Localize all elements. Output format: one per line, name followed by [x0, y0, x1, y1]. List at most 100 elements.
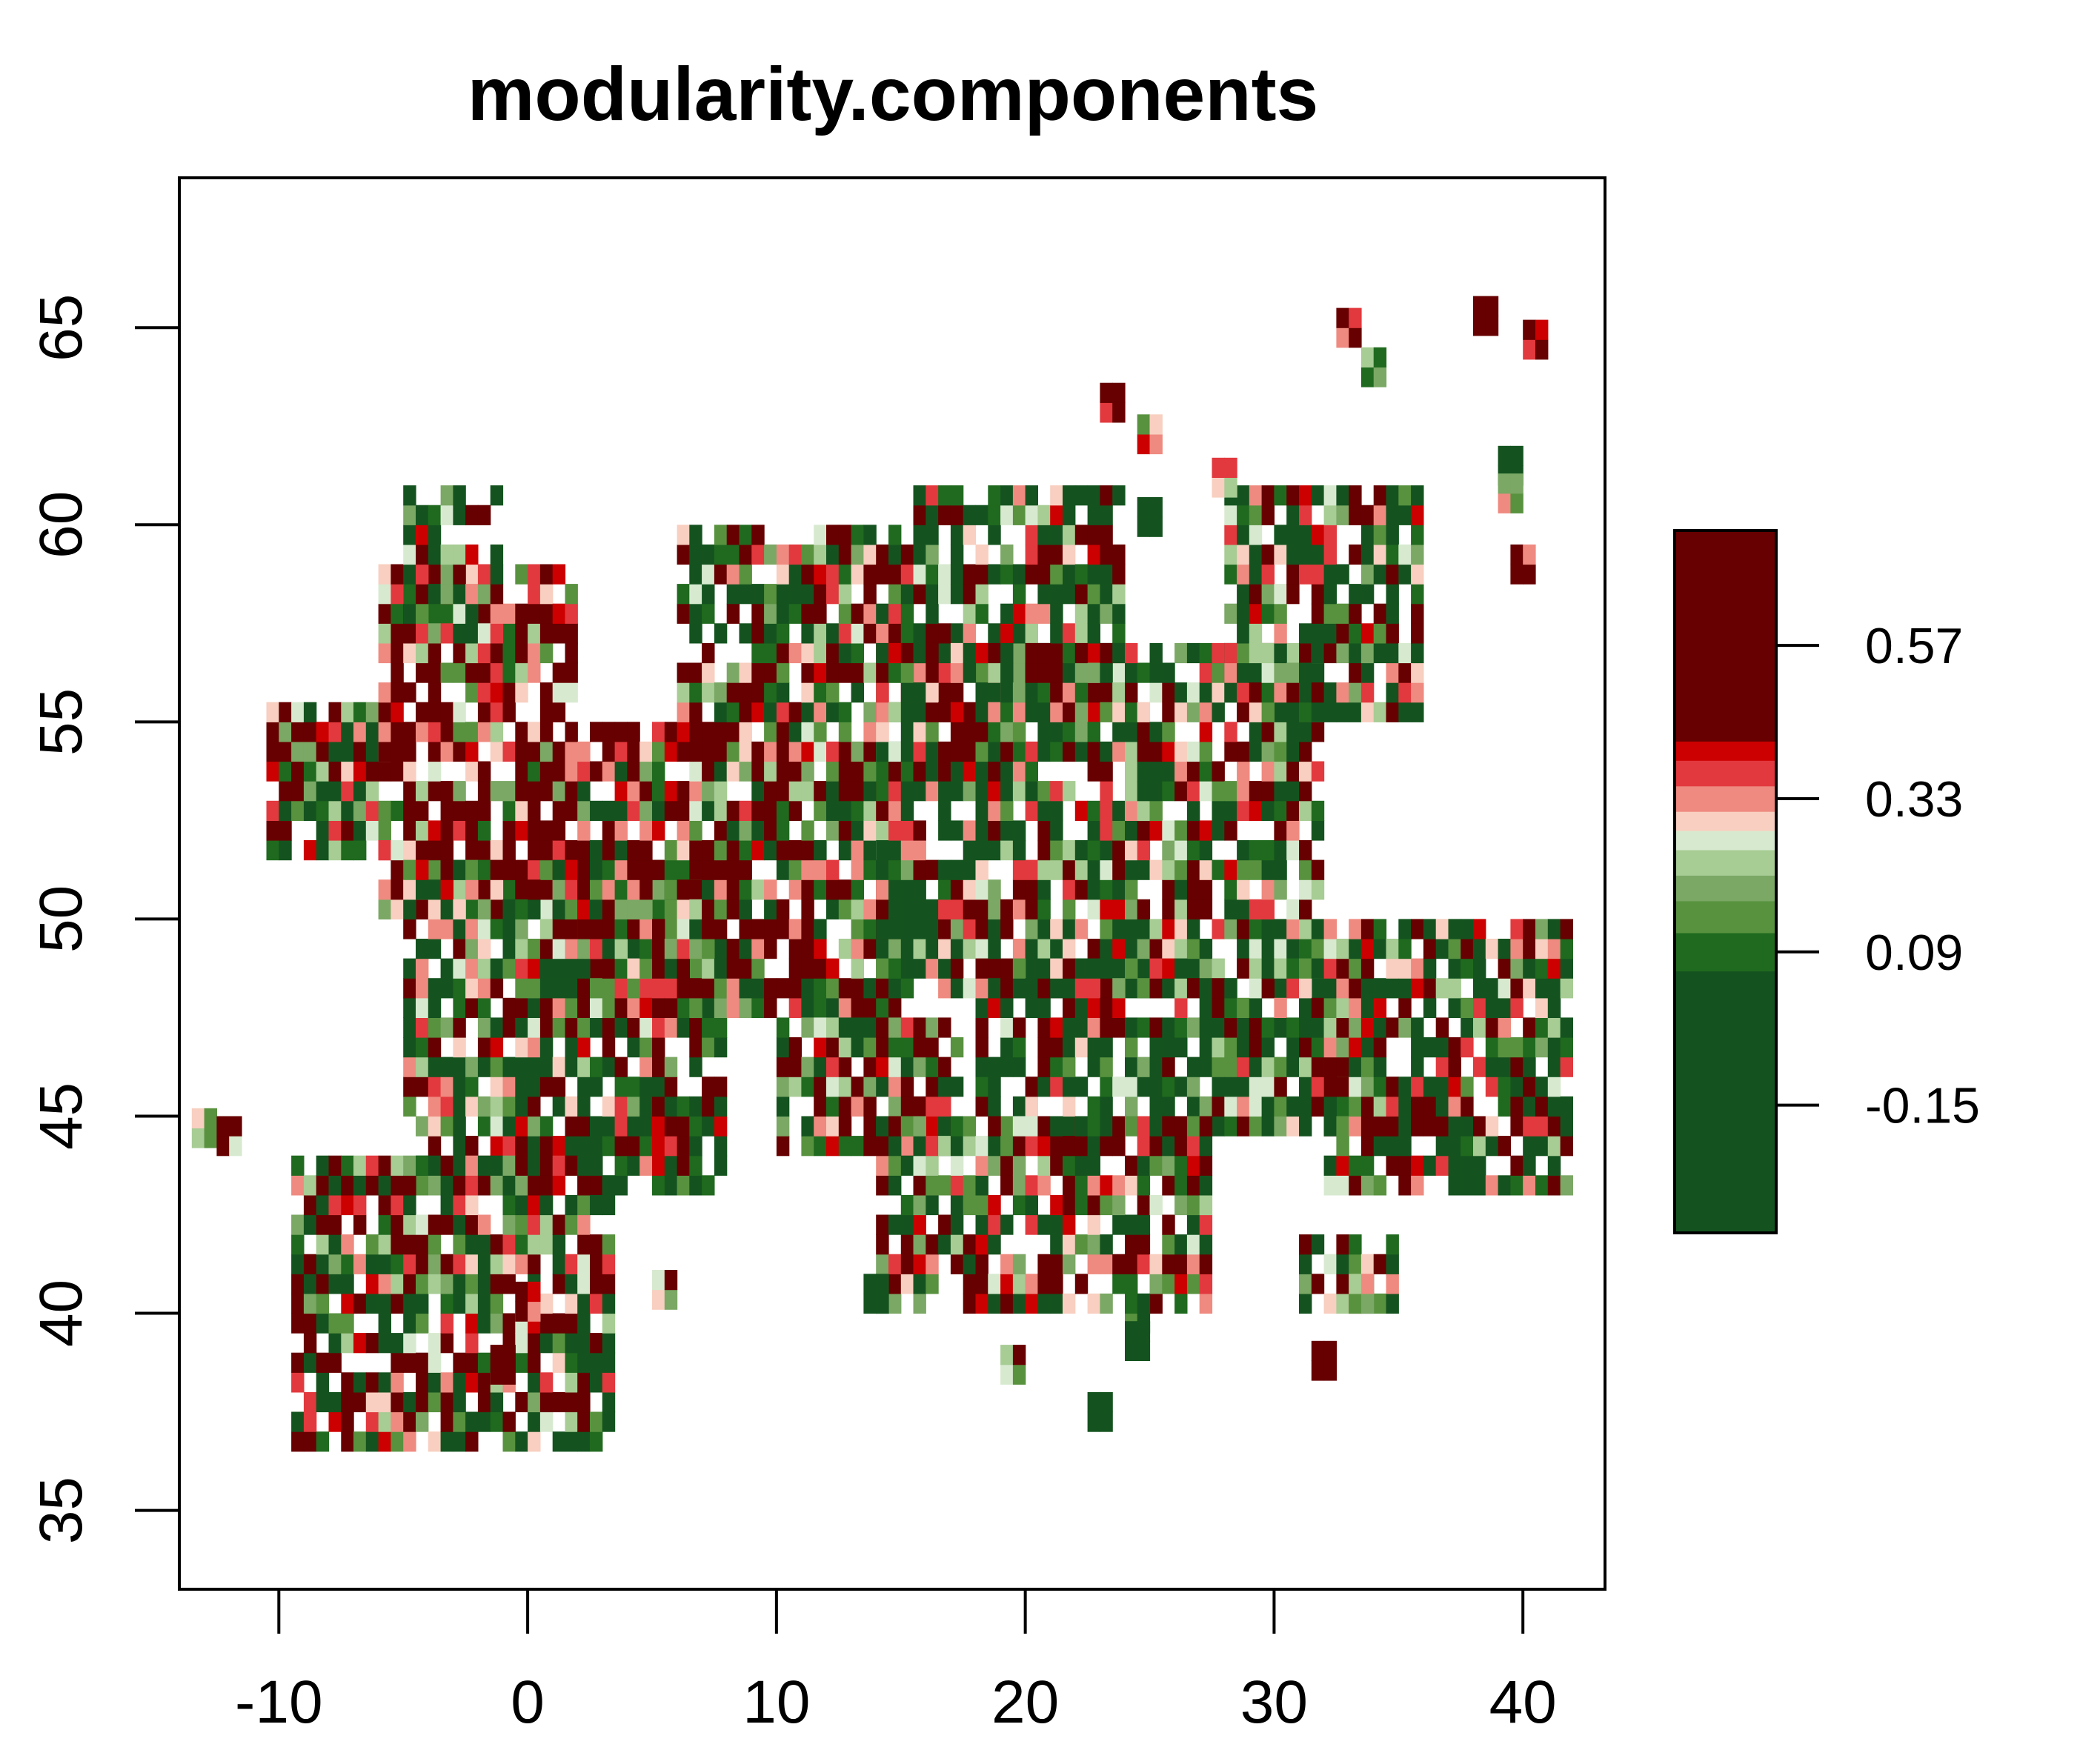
heatmap-cell: [1349, 1037, 1362, 1058]
heatmap-cell: [888, 741, 902, 762]
heatmap-cell: [378, 800, 391, 821]
heatmap-cell: [1547, 958, 1561, 979]
heatmap-cell: [689, 1037, 702, 1058]
heatmap-cell: [1349, 642, 1362, 664]
heatmap-cell: [1237, 1057, 1250, 1077]
legend-band: [1675, 932, 1776, 972]
heatmap-cell: [963, 820, 977, 841]
heatmap-cell: [552, 623, 566, 644]
heatmap-cell: [303, 722, 317, 742]
heatmap-cell: [465, 584, 479, 605]
heatmap-cell: [1212, 477, 1225, 498]
heatmap-cell: [291, 761, 305, 782]
heatmap-cell: [552, 1136, 566, 1157]
heatmap-cell: [1386, 505, 1399, 525]
heatmap-cell: [353, 1372, 367, 1393]
heatmap-cell: [1360, 702, 1375, 722]
heatmap-cell: [279, 800, 292, 821]
heatmap-cell: [539, 1214, 554, 1235]
heatmap-cell: [1037, 978, 1051, 999]
heatmap-cell: [1037, 741, 1051, 762]
heatmap-cell: [975, 682, 988, 703]
heatmap-cell: [963, 1234, 977, 1255]
heatmap-cell: [652, 781, 665, 802]
heatmap-cell: [453, 623, 466, 644]
heatmap-cell: [1100, 642, 1113, 664]
heatmap-cell: [851, 564, 864, 585]
heatmap-cell: [565, 1274, 578, 1294]
heatmap-cell: [403, 642, 416, 664]
heatmap-cell: [838, 1017, 852, 1038]
heatmap-cell: [751, 820, 765, 841]
heatmap-cell: [1523, 1037, 1536, 1058]
heatmap-cell: [913, 899, 926, 919]
heatmap-cell: [876, 761, 889, 782]
heatmap-cell: [1186, 1234, 1200, 1255]
heatmap-cell: [291, 1214, 305, 1235]
heatmap-cell: [1063, 899, 1076, 919]
heatmap-cell: [1498, 958, 1511, 979]
heatmap-cell: [1137, 781, 1151, 802]
heatmap-cell: [353, 1194, 367, 1216]
heatmap-cell: [851, 820, 864, 841]
heatmap-cell: [714, 820, 728, 841]
heatmap-cell: [1137, 899, 1151, 919]
heatmap-cell: [515, 1077, 528, 1097]
heatmap-cell: [1012, 781, 1026, 802]
heatmap-cell: [303, 1175, 317, 1196]
heatmap-cell: [453, 1194, 466, 1216]
heatmap-cell: [365, 781, 379, 802]
heatmap-cell: [1498, 1136, 1511, 1157]
x-tick-label: 10: [742, 1669, 810, 1736]
heatmap-cell: [1087, 623, 1100, 644]
heatmap-cell: [788, 978, 803, 999]
heatmap-cell: [788, 584, 803, 605]
heatmap-cell: [1162, 1116, 1175, 1137]
heatmap-cell: [1037, 1214, 1051, 1235]
heatmap-cell: [490, 1116, 504, 1137]
heatmap-cell: [1398, 702, 1412, 722]
heatmap-cell: [776, 781, 790, 802]
heatmap-cell: [938, 682, 951, 703]
heatmap-cell: [1311, 859, 1325, 880]
heatmap-cell: [1074, 958, 1089, 979]
heatmap-cell: [776, 820, 790, 841]
heatmap-cell: [1137, 859, 1151, 880]
heatmap-cell: [1311, 623, 1325, 644]
heatmap-cell: [1100, 879, 1113, 900]
heatmap-cell: [1050, 702, 1063, 722]
heatmap-cell: [291, 1155, 305, 1176]
heatmap-cell: [714, 879, 728, 900]
heatmap-cell: [1112, 682, 1126, 703]
heatmap-cell: [490, 1313, 504, 1334]
heatmap-cell: [776, 800, 790, 821]
heatmap-cell: [1125, 1175, 1138, 1196]
heatmap-cell: [440, 1254, 453, 1274]
heatmap-cell: [1336, 1037, 1349, 1058]
heatmap-cell: [1125, 1017, 1138, 1038]
heatmap-cell: [1224, 997, 1237, 1018]
heatmap-cell: [801, 682, 814, 703]
heatmap-cell: [1100, 1194, 1113, 1216]
heatmap-cell: [876, 544, 889, 565]
heatmap-cell: [391, 1352, 404, 1373]
heatmap-cell: [788, 603, 803, 624]
heatmap-cell: [801, 879, 814, 900]
heatmap-cell: [975, 958, 988, 979]
heatmap-cell: [664, 1175, 678, 1196]
heatmap-cell: [528, 1391, 541, 1413]
heatmap-cell: [477, 722, 491, 742]
heatmap-cell: [900, 1077, 914, 1097]
heatmap-cell: [1461, 1037, 1474, 1058]
heatmap-cell: [876, 1254, 889, 1274]
heatmap-cell: [515, 859, 528, 880]
heatmap-cell: [602, 800, 616, 821]
heatmap-cell: [1162, 879, 1175, 900]
heatmap-cell: [1174, 939, 1188, 959]
heatmap-cell: [428, 623, 442, 644]
heatmap-cell: [888, 623, 902, 644]
heatmap-cell: [1398, 978, 1412, 999]
heatmap-cell: [714, 564, 728, 585]
heatmap-cell: [490, 722, 504, 742]
heatmap-cell: [1398, 642, 1412, 664]
